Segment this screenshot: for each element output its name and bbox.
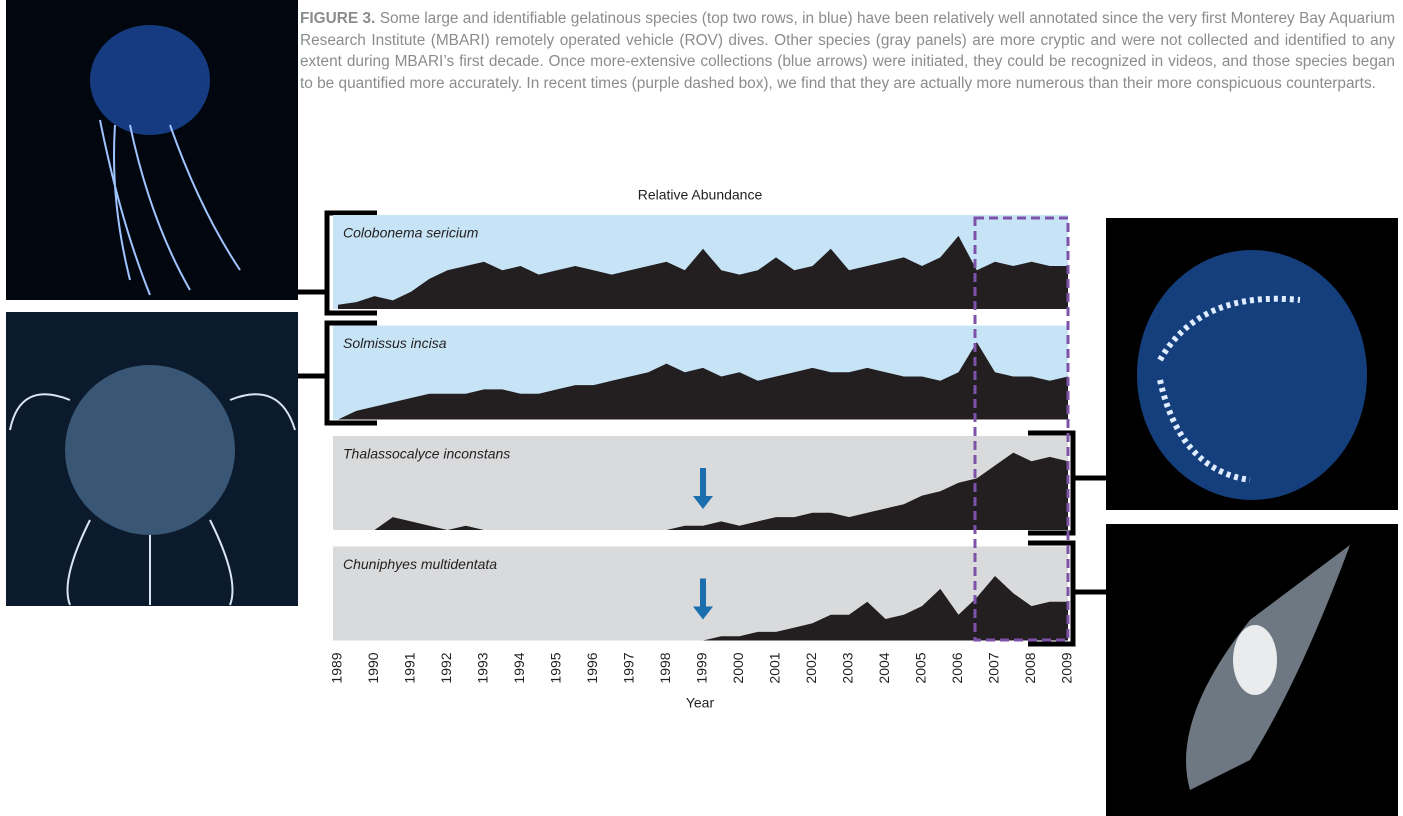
- x-tick-label: 2007: [986, 652, 1002, 683]
- x-tick-label: 1989: [329, 652, 345, 683]
- x-tick-label: 1997: [621, 652, 637, 683]
- x-tick-label: 1999: [694, 652, 710, 683]
- caption: FIGURE 3. Some large and identifiable ge…: [300, 8, 1395, 95]
- x-tick-label: 2003: [840, 652, 856, 683]
- x-tick-label: 1991: [402, 652, 418, 683]
- jelly-core: [1233, 625, 1277, 695]
- series-name: Thalassocalyce inconstans: [343, 446, 510, 462]
- x-tick-label: 2002: [803, 652, 819, 683]
- caption-text: Some large and identifiable gelatinous s…: [300, 10, 1395, 92]
- chart: Relative Abundance Year Colobonema seric…: [0, 0, 1403, 816]
- jelly: [65, 365, 235, 535]
- series-name: Colobonema sericium: [343, 225, 479, 241]
- x-tick-label: 2000: [730, 652, 746, 683]
- jelly: [1137, 250, 1367, 500]
- x-tick-label: 1996: [584, 652, 600, 683]
- x-tick-label: 2009: [1059, 652, 1075, 683]
- jelly: [90, 25, 210, 135]
- x-tick-label: 1993: [475, 652, 491, 683]
- series-name: Chuniphyes multidentata: [343, 556, 497, 572]
- chart-title: Relative Abundance: [638, 187, 763, 203]
- x-tick-label: 1990: [365, 652, 381, 683]
- x-tick-label: 2006: [949, 652, 965, 683]
- x-axis-label: Year: [686, 695, 715, 711]
- series-name: Solmissus incisa: [343, 335, 447, 351]
- figure: Relative Abundance Year Colobonema seric…: [0, 0, 1403, 816]
- x-tick-label: 2001: [767, 652, 783, 683]
- x-tick-label: 1995: [548, 652, 564, 683]
- x-tick-label: 1998: [657, 652, 673, 683]
- x-tick-label: 1992: [438, 652, 454, 683]
- caption-label: FIGURE 3.: [300, 10, 375, 27]
- x-tick-label: 1994: [511, 652, 527, 683]
- x-tick-label: 2008: [1022, 652, 1038, 683]
- x-tick-label: 2004: [876, 652, 892, 683]
- x-tick-label: 2005: [913, 652, 929, 683]
